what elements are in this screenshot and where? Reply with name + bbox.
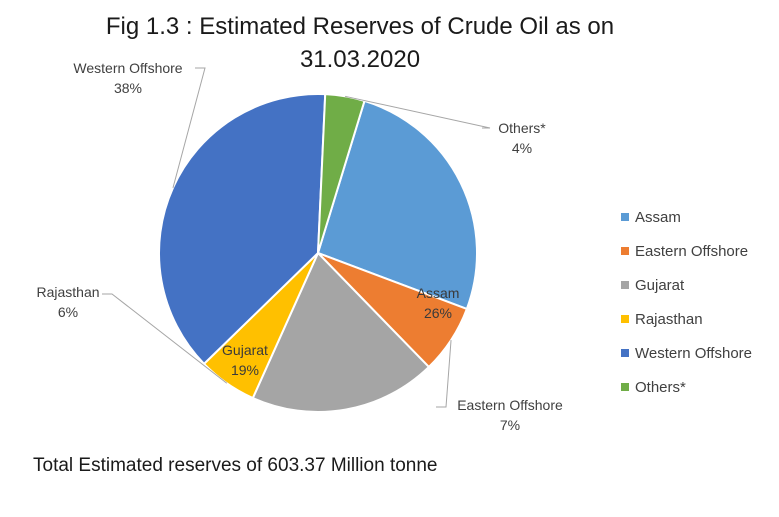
legend-item-gujarat: Gujarat [621,268,752,302]
slice-label-others: Others* 4% [498,118,545,158]
slice-value-assam: 26% [423,305,453,321]
slice-label-gujarat: Gujarat 19% [222,340,268,380]
slice-label-assam: Assam 26% [417,283,460,323]
leader-line-western-offshore [172,67,206,188]
slice-name-western-offshore: Western Offshore [73,60,183,76]
slice-name-others: Others* [498,120,546,136]
pie-slice-gujarat [251,251,431,413]
legend-label-eastern-offshore: Eastern Offshore [635,242,749,260]
legend-swatch-others [621,383,629,391]
legend-item-eastern-offshore: Eastern Offshore [621,234,752,268]
leader-line-eastern-offshore [436,340,452,408]
chart-footnote: Total Estimated reserves of 603.37 Milli… [33,455,438,476]
legend-label-others: Others* [635,378,686,396]
legend-swatch-gujarat [621,281,629,289]
slice-value-eastern-offshore: 7% [499,417,521,433]
slice-value-gujarat: 19% [230,362,260,378]
legend-swatch-western-offshore [621,349,629,357]
legend-label-western-offshore: Western Offshore [635,344,752,362]
chart-title-line-1: Fig 1.3 : Estimated Reserves of Crude Oi… [105,13,615,40]
slice-name-rajasthan: Rajasthan [36,284,100,300]
legend-item-rajasthan: Rajasthan [621,302,752,336]
legend-item-western-offshore: Western Offshore [621,336,752,370]
slice-value-rajasthan: 6% [57,304,79,320]
slice-label-eastern-offshore: Eastern Offshore 7% [457,395,563,435]
slice-value-western-offshore: 38% [113,80,143,96]
legend-swatch-rajasthan [621,315,629,323]
legend-label-gujarat: Gujarat [635,276,685,294]
slice-name-eastern-offshore: Eastern Offshore [457,397,563,413]
legend-label-rajasthan: Rajasthan [635,310,703,328]
legend-swatch-assam [621,213,629,221]
slice-value-others: 4% [511,140,533,156]
chart-legend: Assam Eastern Offshore Gujarat Rajasthan… [621,200,752,404]
pie-slice-western-offshore [158,93,327,366]
slice-label-rajasthan: Rajasthan 6% [36,282,99,322]
legend-item-others: Others* [621,370,752,404]
legend-swatch-eastern-offshore [621,247,629,255]
slice-label-western-offshore: Western Offshore 38% [73,58,182,98]
pie-slice-assam [316,99,478,311]
legend-item-assam: Assam [621,200,752,234]
slice-name-gujarat: Gujarat [222,342,268,358]
slice-name-assam: Assam [416,285,460,301]
leader-line-others [344,95,491,129]
chart-title-line-2: 31.03.2020 [299,46,421,73]
leader-line-rajasthan [102,293,228,384]
legend-label-assam: Assam [635,208,681,226]
